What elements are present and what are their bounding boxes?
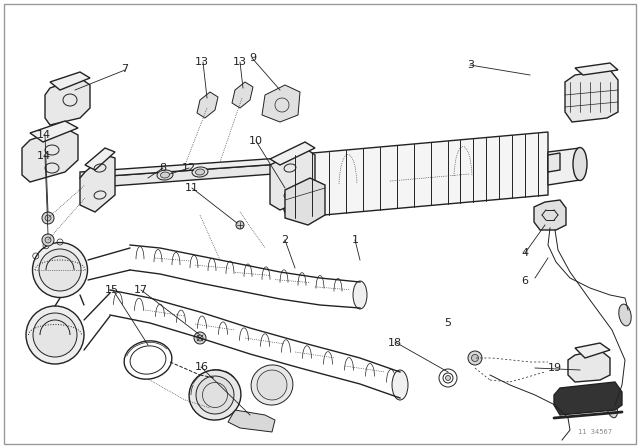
Polygon shape — [228, 410, 275, 432]
Ellipse shape — [195, 169, 205, 175]
Ellipse shape — [281, 155, 299, 218]
Ellipse shape — [607, 398, 618, 418]
Text: 2: 2 — [281, 235, 289, 245]
Ellipse shape — [392, 370, 408, 400]
Ellipse shape — [33, 313, 77, 357]
Polygon shape — [262, 85, 300, 122]
Text: 14: 14 — [36, 130, 51, 140]
Polygon shape — [568, 350, 610, 382]
Ellipse shape — [189, 370, 241, 420]
Ellipse shape — [161, 172, 170, 178]
Polygon shape — [554, 382, 622, 415]
Ellipse shape — [197, 335, 203, 341]
Ellipse shape — [353, 281, 367, 309]
Text: 8: 8 — [159, 163, 167, 173]
Ellipse shape — [39, 249, 81, 291]
Ellipse shape — [33, 242, 88, 297]
Text: 3: 3 — [467, 60, 474, 70]
Text: 18: 18 — [388, 338, 402, 348]
Ellipse shape — [468, 351, 482, 365]
Text: 5: 5 — [445, 318, 451, 327]
Polygon shape — [534, 200, 566, 230]
Ellipse shape — [42, 234, 54, 246]
Text: 9: 9 — [249, 53, 257, 63]
Polygon shape — [80, 157, 295, 178]
Polygon shape — [565, 70, 618, 122]
Polygon shape — [232, 82, 253, 108]
Text: 16: 16 — [195, 362, 209, 372]
Ellipse shape — [26, 306, 84, 364]
Polygon shape — [30, 121, 78, 142]
Ellipse shape — [472, 354, 479, 362]
Text: 11 34567: 11 34567 — [578, 429, 612, 435]
Polygon shape — [270, 142, 315, 165]
Text: 4: 4 — [521, 248, 529, 258]
Ellipse shape — [257, 370, 287, 400]
Ellipse shape — [619, 304, 631, 326]
Polygon shape — [22, 128, 78, 182]
Ellipse shape — [192, 167, 208, 177]
Text: 17: 17 — [134, 285, 148, 295]
Ellipse shape — [196, 376, 234, 414]
Ellipse shape — [194, 332, 206, 344]
Ellipse shape — [445, 375, 451, 380]
Polygon shape — [290, 132, 548, 218]
Polygon shape — [85, 148, 115, 170]
Text: 19: 19 — [548, 363, 562, 373]
Polygon shape — [575, 63, 618, 75]
Polygon shape — [285, 178, 325, 225]
Polygon shape — [197, 92, 218, 118]
Text: 14: 14 — [36, 151, 51, 161]
Text: 11: 11 — [185, 183, 199, 193]
Polygon shape — [270, 148, 315, 210]
Ellipse shape — [251, 365, 293, 405]
Text: 10: 10 — [249, 136, 263, 146]
Ellipse shape — [45, 215, 51, 221]
Text: 7: 7 — [121, 65, 129, 74]
Ellipse shape — [236, 221, 244, 229]
Polygon shape — [50, 72, 90, 90]
Text: 13: 13 — [195, 57, 209, 67]
Text: 13: 13 — [233, 57, 247, 67]
Polygon shape — [548, 148, 580, 185]
Ellipse shape — [45, 237, 51, 243]
Polygon shape — [45, 78, 90, 125]
Text: 15: 15 — [105, 285, 119, 295]
Ellipse shape — [157, 170, 173, 180]
Ellipse shape — [573, 147, 587, 181]
Polygon shape — [80, 155, 115, 212]
Ellipse shape — [42, 212, 54, 224]
Text: 6: 6 — [522, 276, 528, 286]
Polygon shape — [80, 163, 300, 188]
Text: 1: 1 — [352, 235, 358, 245]
Polygon shape — [548, 153, 560, 172]
Text: 12: 12 — [182, 163, 196, 173]
Polygon shape — [575, 343, 610, 358]
